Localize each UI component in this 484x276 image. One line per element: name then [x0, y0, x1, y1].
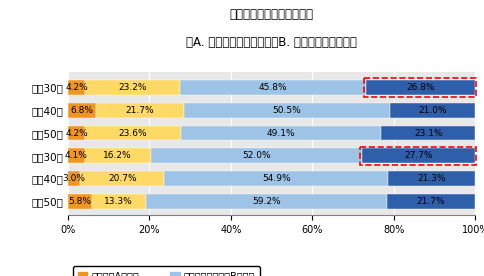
Text: 13.3%: 13.3% — [104, 197, 133, 206]
Bar — [95, 103, 183, 118]
Text: 27.7%: 27.7% — [404, 151, 432, 160]
Bar — [164, 171, 387, 186]
Bar — [183, 103, 389, 118]
Text: 54.9%: 54.9% — [261, 174, 290, 183]
Bar — [80, 171, 164, 186]
Bar — [68, 80, 85, 95]
Bar — [91, 194, 145, 209]
Text: 21.7%: 21.7% — [125, 106, 154, 115]
Text: 3.0%: 3.0% — [62, 174, 85, 183]
Text: 21.0%: 21.0% — [417, 106, 446, 115]
Text: 4.2%: 4.2% — [65, 83, 88, 92]
Text: 16.2%: 16.2% — [103, 151, 132, 160]
Text: 52.0%: 52.0% — [242, 151, 270, 160]
Bar — [179, 80, 365, 95]
Text: 26.8%: 26.8% — [406, 83, 434, 92]
Text: 今後の生活では、力点を、: 今後の生活では、力点を、 — [229, 8, 313, 21]
Text: 5.8%: 5.8% — [68, 197, 91, 206]
Bar — [151, 148, 362, 163]
Bar — [365, 80, 474, 95]
Bar — [68, 171, 80, 186]
Text: 4.1%: 4.1% — [65, 151, 88, 160]
Text: 「A. 仕事におきたい。」「B. 余暇におきたい。」: 「A. 仕事におきたい。」「B. 余暇におきたい。」 — [186, 36, 356, 49]
Bar — [85, 126, 181, 140]
Bar — [84, 148, 151, 163]
Bar — [380, 126, 474, 140]
Text: 20.7%: 20.7% — [108, 174, 136, 183]
Text: 49.1%: 49.1% — [266, 129, 295, 137]
Text: 23.1%: 23.1% — [413, 129, 441, 137]
Bar — [181, 126, 380, 140]
Bar — [389, 103, 474, 118]
Bar — [68, 126, 85, 140]
Bar — [360, 147, 475, 165]
Text: 59.2%: 59.2% — [252, 197, 280, 206]
Text: 4.2%: 4.2% — [65, 129, 88, 137]
Legend: たいへんAに近い, どちらかといえばAに近い, どちらかといえばBに近い, たいへんBに近い: たいへんAに近い, どちらかといえばAに近い, どちらかといえばBに近い, たい… — [73, 266, 259, 276]
Bar — [363, 78, 475, 97]
Text: 6.8%: 6.8% — [70, 106, 93, 115]
Text: 23.6%: 23.6% — [119, 129, 147, 137]
Text: 21.7%: 21.7% — [416, 197, 444, 206]
Bar — [68, 103, 95, 118]
Bar — [145, 194, 386, 209]
Bar — [362, 148, 474, 163]
Bar — [386, 194, 474, 209]
Text: 23.2%: 23.2% — [118, 83, 146, 92]
Text: 45.8%: 45.8% — [258, 83, 287, 92]
Bar — [85, 80, 179, 95]
Bar — [68, 194, 91, 209]
Bar — [387, 171, 474, 186]
Bar — [68, 148, 84, 163]
Text: 50.5%: 50.5% — [272, 106, 301, 115]
Text: 21.3%: 21.3% — [416, 174, 445, 183]
